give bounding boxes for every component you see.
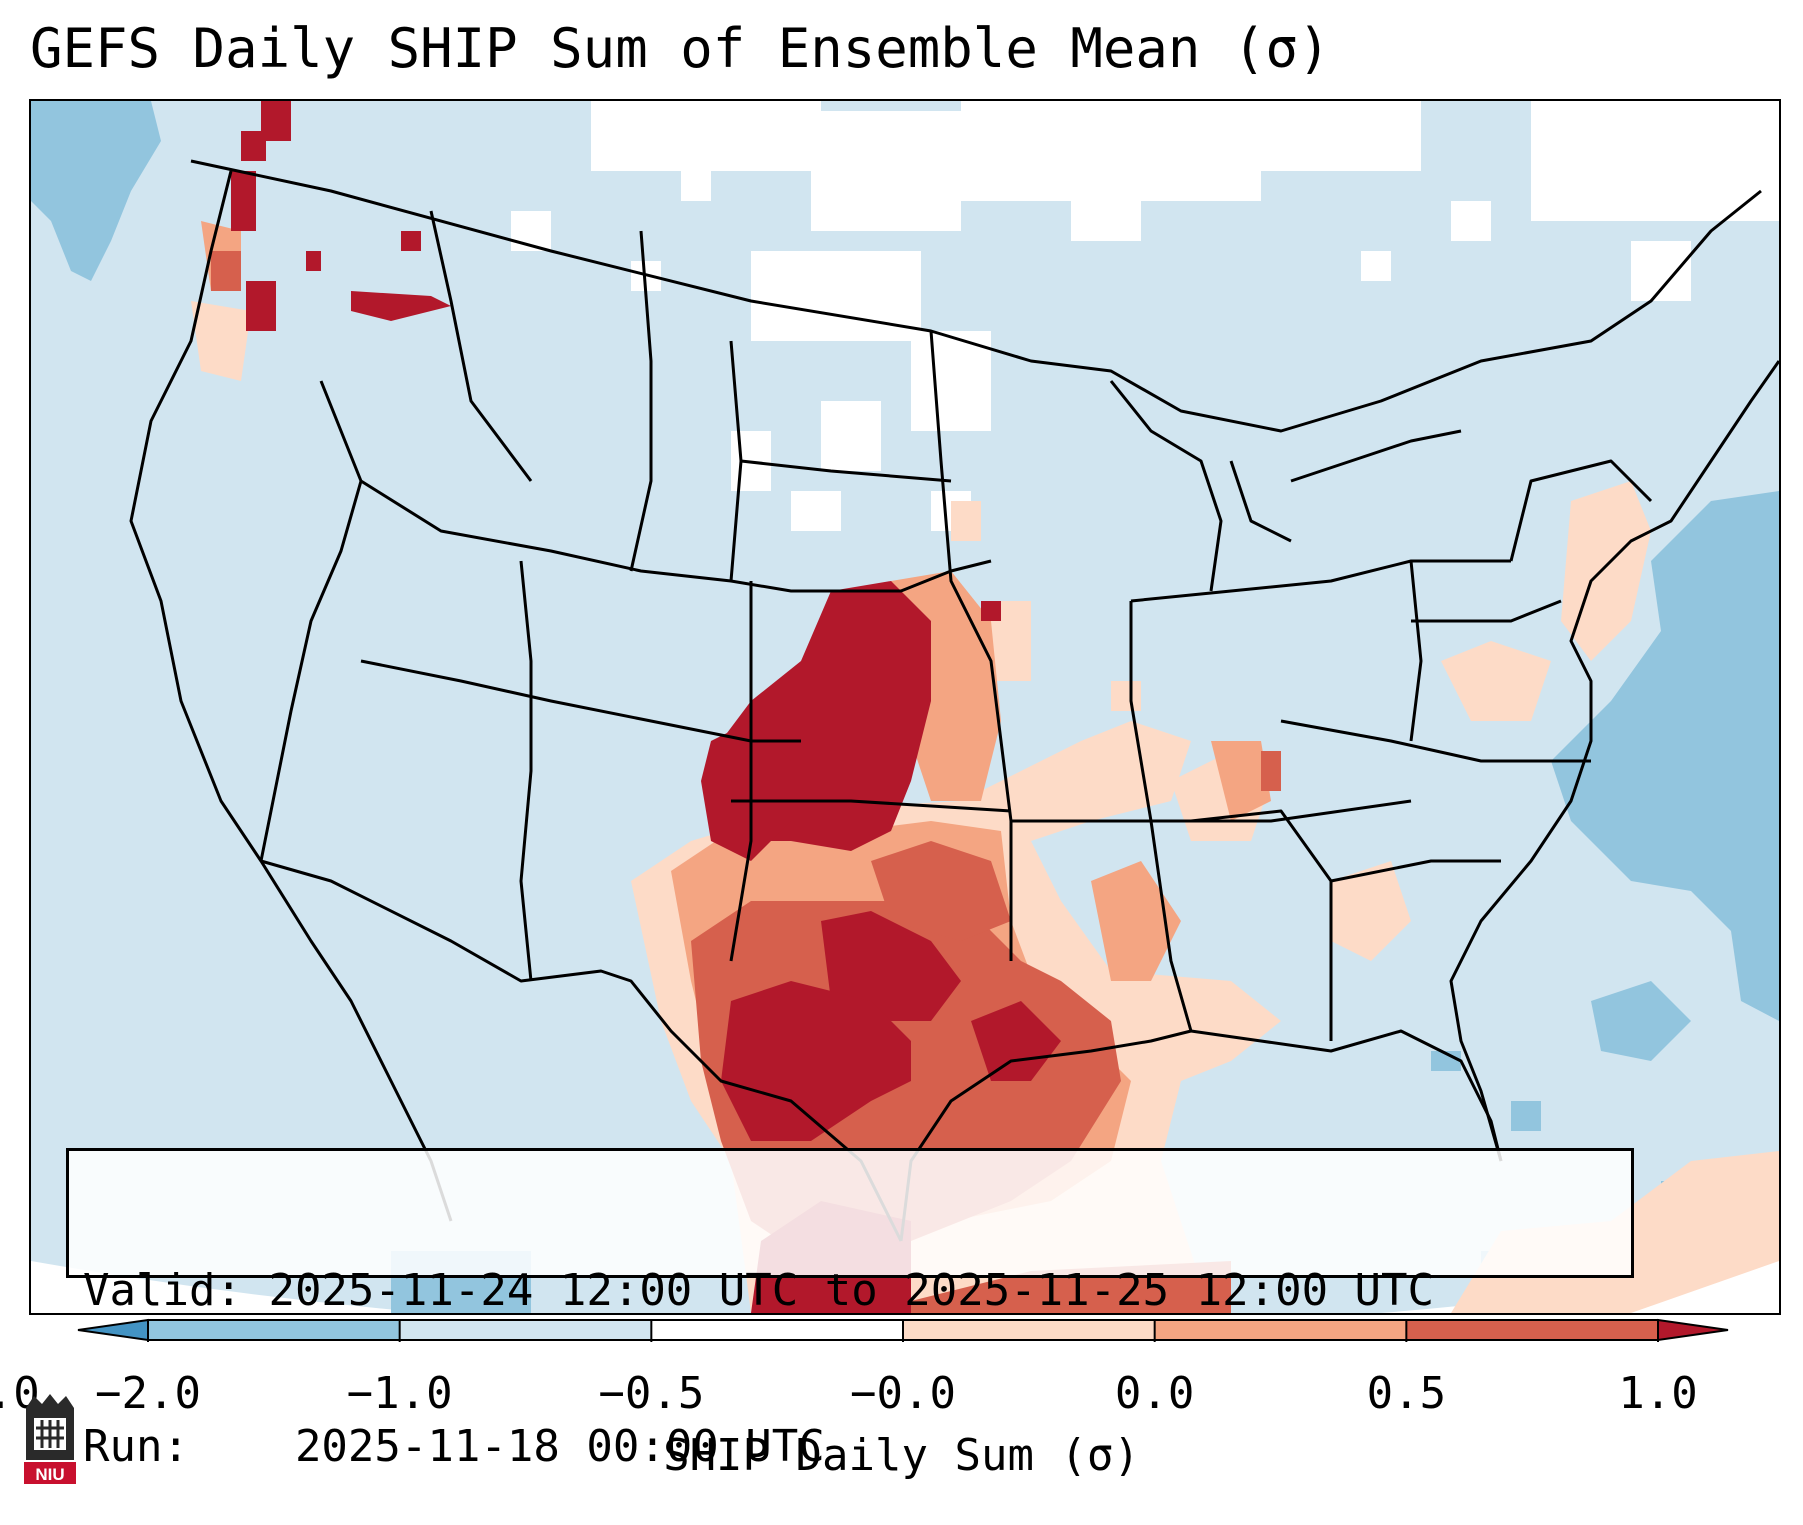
colorbar-tick-label: 1.0 <box>1618 1368 1698 1419</box>
valid-line: Valid: 2025-11-24 12:00 UTC to 2025-11-2… <box>83 1265 1631 1317</box>
colorbar-tick-label: −0.5 <box>598 1368 705 1419</box>
projection-edge-left <box>31 1261 431 1313</box>
state-line-8 <box>929 330 1013 961</box>
state-line-15 <box>1280 719 1591 763</box>
colorbar-tick-label: 0.0 <box>1114 1368 1195 1419</box>
colorbar-tick-label: 0.5 <box>1366 1368 1447 1419</box>
niu-logo-text: NIU <box>35 1465 64 1484</box>
political-boundaries <box>129 159 1779 1242</box>
state-line-13 <box>1190 809 1333 1041</box>
run-value: 2025-11-18 00:00 UTC <box>294 1421 825 1472</box>
colorbar-extend-high <box>1657 1318 1729 1342</box>
state-line-5 <box>729 581 753 962</box>
valid-value: 2025-11-24 12:00 UTC to 2025-11-25 12:00… <box>268 1265 1435 1316</box>
us-canada-border <box>190 159 1762 433</box>
niu-logo: NIU <box>20 1390 80 1494</box>
state-line-6 <box>731 799 1012 813</box>
colorbar-tick-label: −2.0 <box>95 1368 201 1419</box>
state-line-14 <box>1330 859 1501 883</box>
state-line-2 <box>259 480 363 862</box>
state-line-4 <box>360 659 801 743</box>
state-line-9 <box>740 459 952 483</box>
map-panel <box>29 99 1781 1315</box>
run-line: Run: 2025-11-18 00:00 UTC <box>83 1421 1631 1473</box>
colorbar-label: SHIP Daily Sum (σ) <box>663 1430 1140 1481</box>
west-coast <box>129 170 453 1222</box>
colorbar-segment <box>1154 1320 1407 1340</box>
great-lakes <box>1109 380 1462 592</box>
state-line-18 <box>1509 459 1653 562</box>
colorbar-outline <box>147 1319 1659 1341</box>
neutral-patches <box>511 101 1779 531</box>
colorbar-segment <box>903 1320 1155 1340</box>
anomaly-above-2.0 <box>231 101 1061 1313</box>
state-line-12 <box>1130 559 1511 603</box>
colorbar-segment <box>148 1320 400 1340</box>
colorbar-segment <box>399 1320 652 1340</box>
chart-title: GEFS Daily SHIP Sum of Ensemble Mean (σ) <box>30 17 1331 80</box>
east-coast <box>1449 360 1779 1162</box>
valid-label: Valid: <box>83 1265 242 1316</box>
projection-edge-right <box>1381 1261 1779 1313</box>
state-line-16 <box>1409 560 1423 742</box>
state-line-17 <box>1411 599 1562 623</box>
colorbar-tick-label: −0.0 <box>850 1368 956 1419</box>
colorbar <box>77 1318 1729 1342</box>
colorbar-segment <box>651 1320 903 1340</box>
map-svg <box>31 101 1779 1313</box>
colorbar-segment <box>1406 1320 1658 1340</box>
run-label: Run: <box>83 1421 189 1472</box>
state-line-3 <box>519 560 533 982</box>
niu-logo-icon: NIU <box>24 1394 76 1484</box>
valid-run-info-box: Valid: 2025-11-24 12:00 UTC to 2025-11-2… <box>66 1148 1634 1472</box>
state-line-11 <box>1129 601 1193 1032</box>
state-line-19 <box>429 210 653 572</box>
colorbar-tick-label: −1.0 <box>346 1368 453 1419</box>
colorbar-extend-low <box>77 1318 149 1342</box>
us-mexico-border <box>260 859 903 1242</box>
colorbar-segments <box>77 1318 1729 1342</box>
state-line-1 <box>319 380 992 593</box>
